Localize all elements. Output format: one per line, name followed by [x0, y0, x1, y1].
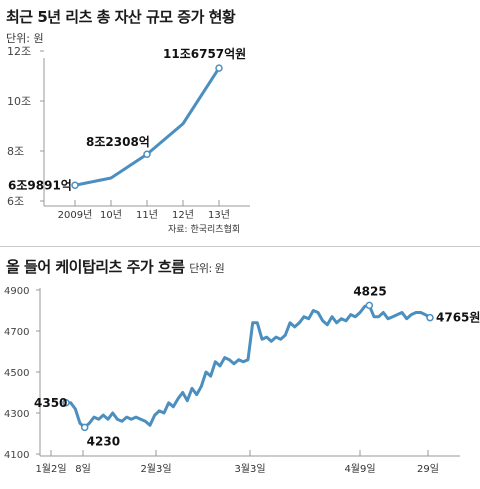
y-tick-label: 4300 [4, 409, 29, 420]
chart-panel-stock: 올 들어 케이탑리츠 주가 흐름 단위: 원 4100 4300 4500 4700 4… [0, 244, 480, 489]
data-point [426, 313, 434, 322]
y-tick-label: 4700 [4, 327, 29, 338]
series-line [74, 67, 221, 187]
x-tick-label: 10년 [100, 209, 122, 221]
y-tick-label: 12조 [7, 45, 31, 58]
stock-line-chart: 4100 4300 4500 4700 4900 1월2일 8일 2월3일 3월3일 4월9일 29… [4, 284, 480, 475]
data-label: 4350 [34, 396, 67, 410]
x-tick-label: 3월3일 [234, 463, 265, 475]
chart-title: 최근 5년 리츠 총 자산 규모 증가 현황 [6, 8, 236, 26]
x-tick-label: 1월2일 [35, 463, 66, 475]
source-label: 자료: 한국리츠협회 [168, 225, 241, 235]
chart-title-stock: 올 들어 케이탑리츠 주가 흐름 단위: 원 [6, 256, 225, 277]
y-tick-label: 4500 [4, 368, 29, 379]
series-line [66, 303, 431, 429]
data-label: 11조6757억원 [163, 47, 246, 61]
stock-title-text: 올 들어 케이탑리츠 주가 흐름 [6, 258, 185, 276]
y-tick-label: 8조 [7, 145, 24, 158]
x-tick-label: 29일 [417, 463, 439, 475]
x-tick-label: 13년 [208, 209, 230, 221]
panel-divider [0, 246, 480, 247]
data-label: 6조9891억 [8, 178, 72, 192]
x-tick-label: 2009년 [58, 209, 93, 221]
data-label: 4825 [353, 284, 386, 298]
x-tick-label: 4월9일 [344, 463, 375, 475]
x-tick-label: 2월3일 [140, 463, 171, 475]
chart-panel-assets: 최근 5년 리츠 총 자산 규모 증가 현황 단위: 원 6조 8조 10조 12조 2… [0, 0, 480, 244]
data-point [215, 64, 223, 72]
data-point [143, 150, 151, 158]
y-tick-label: 4900 [4, 286, 29, 297]
assets-line-chart: 6조 8조 10조 12조 2009년 10년 11년 12년 13년 6조9891억 8조2308… [7, 45, 250, 221]
x-tick-label: 12년 [172, 209, 194, 221]
data-point [62, 399, 70, 407]
data-label: 8조2308억 [86, 135, 150, 149]
y-tick-label: 4100 [4, 450, 29, 461]
x-tick-label: 8일 [75, 463, 91, 475]
y-tick-label: 10조 [7, 95, 31, 108]
y-tick-label: 6조 [7, 195, 24, 208]
data-point [71, 181, 79, 190]
data-label: 4765원 [436, 311, 480, 325]
data-label: 4230 [87, 434, 120, 448]
unit-label: 단위: 원 [6, 32, 44, 45]
x-tick-label: 11년 [136, 209, 158, 221]
data-point [365, 301, 374, 310]
unit-label-stock: 단위: 원 [189, 262, 225, 275]
data-point [80, 423, 89, 432]
